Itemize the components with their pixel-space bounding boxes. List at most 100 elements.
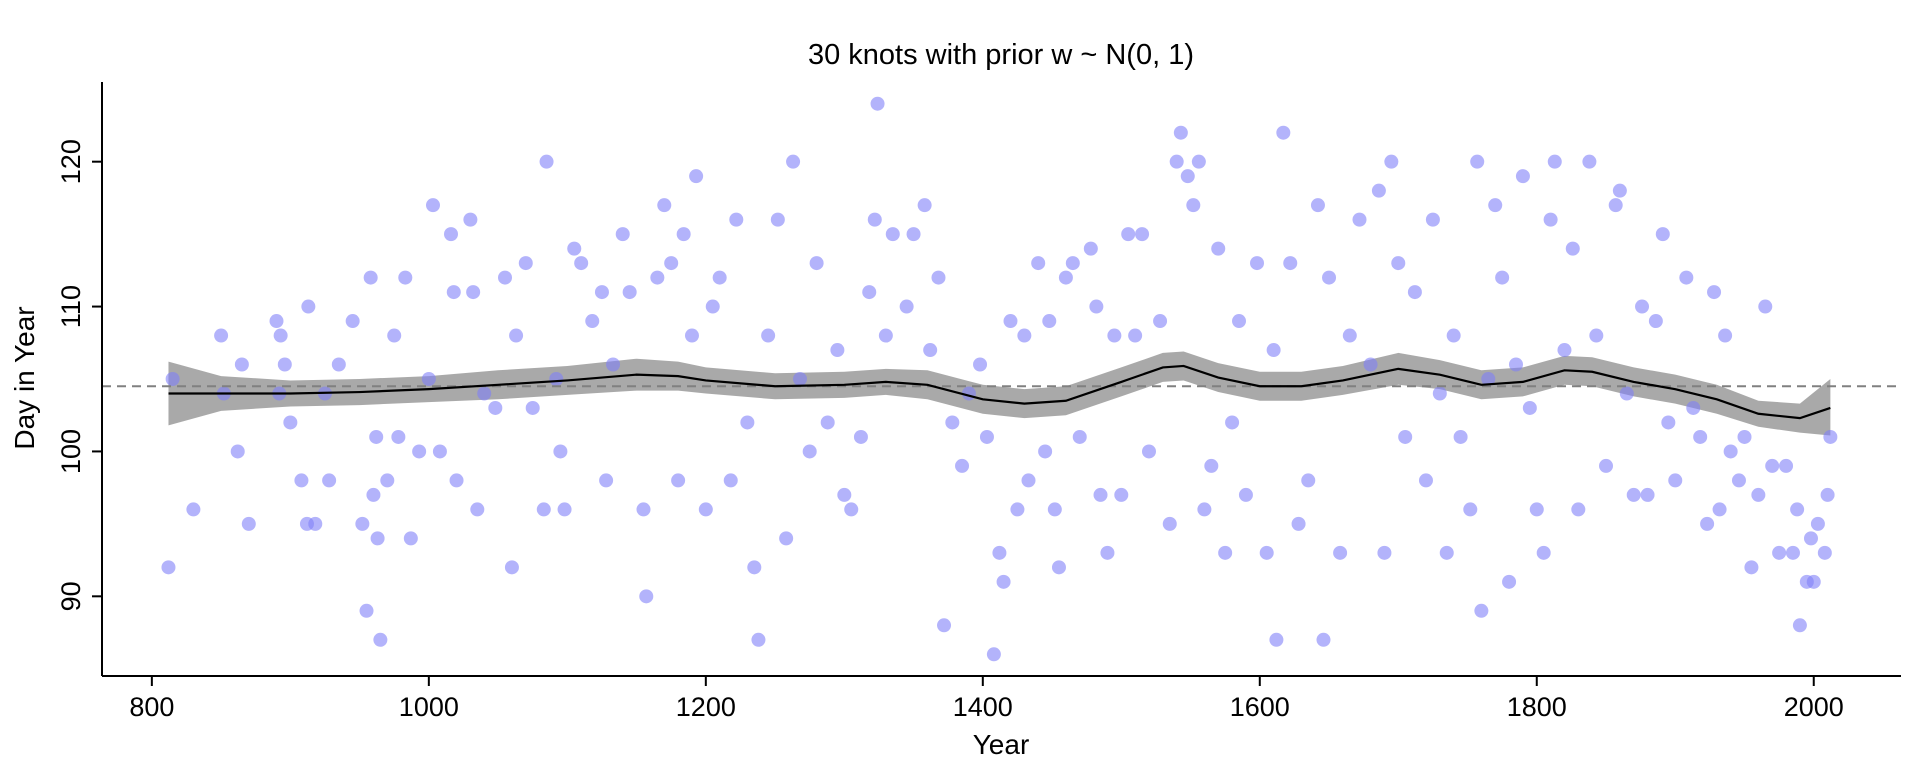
data-point xyxy=(650,270,665,285)
data-point xyxy=(1083,241,1098,256)
data-point xyxy=(1042,314,1057,329)
data-point xyxy=(1712,502,1727,517)
data-point xyxy=(1432,386,1447,401)
data-point xyxy=(1038,444,1053,459)
x-axis-title: Year xyxy=(973,729,1030,760)
data-point xyxy=(1204,458,1219,473)
data-point xyxy=(1225,415,1240,430)
data-point xyxy=(671,473,686,488)
data-point xyxy=(1031,256,1046,271)
data-point xyxy=(1502,574,1517,589)
data-point xyxy=(698,502,713,517)
data-point xyxy=(1547,154,1562,169)
y-tick-label: 120 xyxy=(56,139,86,184)
data-point xyxy=(1333,545,1348,560)
data-point xyxy=(1093,487,1108,502)
data-point xyxy=(1269,632,1284,647)
data-point xyxy=(373,632,388,647)
data-point xyxy=(1817,545,1832,560)
data-point xyxy=(1693,429,1708,444)
data-point xyxy=(1266,343,1281,358)
data-point xyxy=(1640,487,1655,502)
data-point xyxy=(1686,400,1701,415)
data-point xyxy=(1342,328,1357,343)
data-point xyxy=(308,516,323,531)
data-point xyxy=(809,256,824,271)
data-point xyxy=(557,502,572,517)
data-point xyxy=(446,285,461,300)
data-point xyxy=(657,198,672,213)
data-point xyxy=(751,632,766,647)
data-point xyxy=(1803,531,1818,546)
data-point xyxy=(294,473,309,488)
data-point xyxy=(359,603,374,618)
data-point xyxy=(509,328,524,343)
data-point xyxy=(992,545,1007,560)
data-point xyxy=(1173,125,1188,140)
data-point xyxy=(1751,487,1766,502)
data-point xyxy=(853,429,868,444)
data-point xyxy=(770,212,785,227)
data-point xyxy=(432,444,447,459)
data-point xyxy=(1047,502,1062,517)
confidence-band xyxy=(168,351,1831,436)
data-point xyxy=(1723,444,1738,459)
data-point xyxy=(1180,169,1195,184)
data-point xyxy=(536,502,551,517)
data-point xyxy=(549,372,564,386)
data-point xyxy=(1463,502,1478,517)
data-point xyxy=(870,96,885,111)
data-point xyxy=(1785,545,1800,560)
data-point xyxy=(740,415,755,430)
data-point xyxy=(269,314,284,329)
data-point xyxy=(1259,545,1274,560)
data-point xyxy=(425,198,440,213)
data-point xyxy=(470,502,485,517)
data-point xyxy=(398,270,413,285)
data-point xyxy=(234,357,249,372)
data-point xyxy=(1744,560,1759,575)
data-point xyxy=(1051,560,1066,575)
data-point xyxy=(986,647,1001,662)
data-point xyxy=(1010,502,1025,517)
data-point xyxy=(1153,314,1168,329)
data-point xyxy=(1141,444,1156,459)
data-point xyxy=(477,386,492,401)
data-point xyxy=(1232,314,1247,329)
data-point xyxy=(606,357,621,372)
data-point xyxy=(1135,227,1150,242)
data-point xyxy=(1810,516,1825,531)
data-point xyxy=(1731,473,1746,488)
data-point xyxy=(498,270,513,285)
data-point xyxy=(387,328,402,343)
data-point xyxy=(945,415,960,430)
data-point xyxy=(1619,386,1634,401)
x-tick-label: 1800 xyxy=(1507,692,1567,722)
data-point xyxy=(355,516,370,531)
data-point xyxy=(1310,198,1325,213)
data-point xyxy=(1529,502,1544,517)
data-point xyxy=(996,574,1011,589)
data-point xyxy=(1128,328,1143,343)
data-point xyxy=(1100,545,1115,560)
data-point xyxy=(830,343,845,358)
data-point xyxy=(1820,487,1835,502)
data-point xyxy=(1543,212,1558,227)
data-point xyxy=(1211,241,1226,256)
data-point xyxy=(937,618,952,633)
data-point xyxy=(1522,400,1537,415)
data-point xyxy=(525,400,540,415)
data-point xyxy=(1608,198,1623,213)
data-point xyxy=(366,487,381,502)
data-point xyxy=(779,531,794,546)
data-point xyxy=(1635,299,1650,314)
data-point xyxy=(273,328,288,343)
data-point xyxy=(931,270,946,285)
data-point xyxy=(1065,256,1080,271)
data-point xyxy=(230,444,245,459)
data-point xyxy=(161,560,176,575)
data-point xyxy=(923,343,938,358)
data-point xyxy=(885,227,900,242)
